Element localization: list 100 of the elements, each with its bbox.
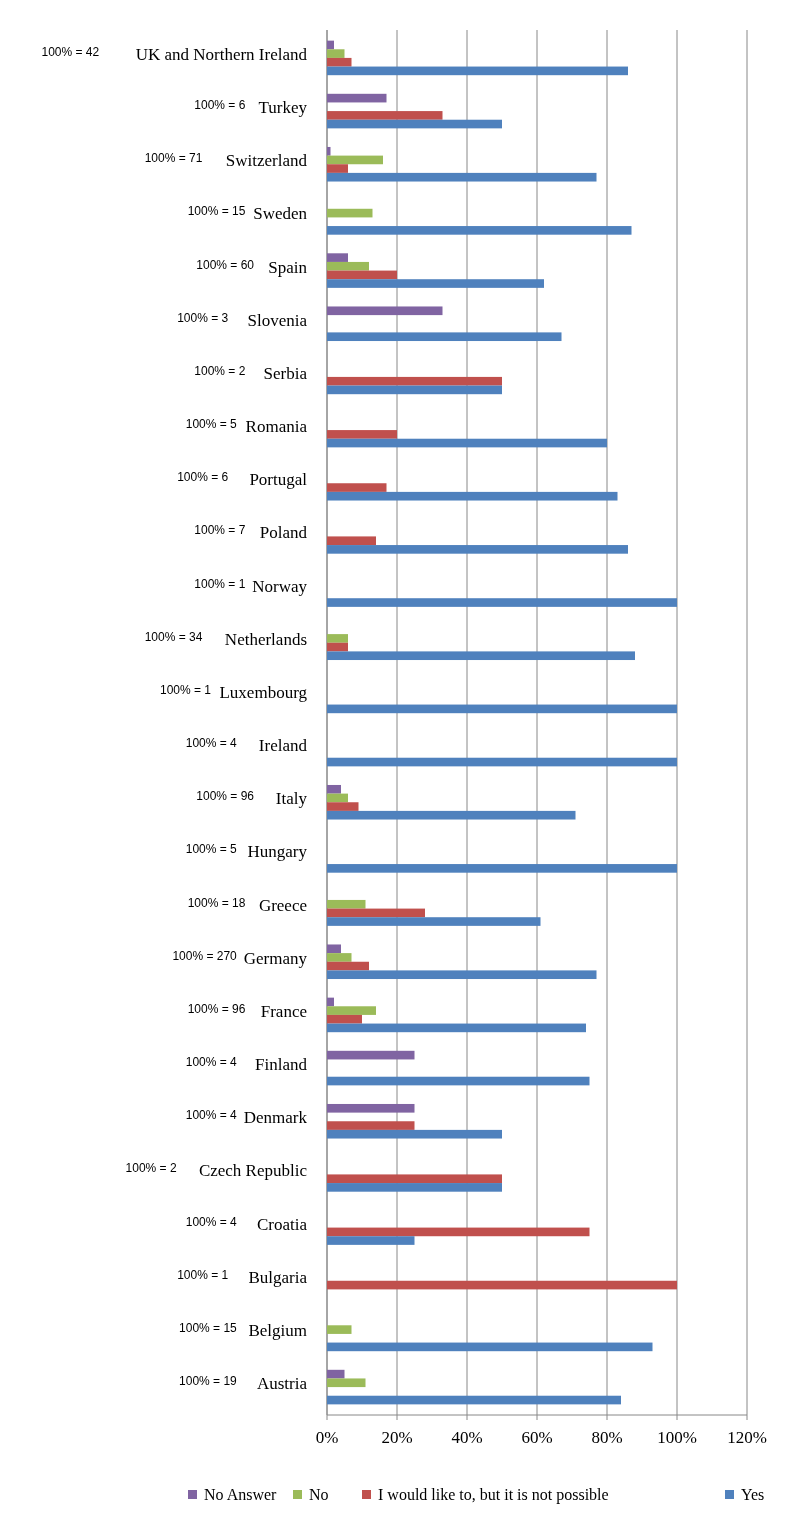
bar bbox=[327, 1369, 345, 1379]
bar bbox=[327, 164, 348, 173]
y-tick-label: Czech Republic bbox=[198, 1161, 308, 1181]
bar bbox=[327, 917, 541, 926]
bar bbox=[327, 111, 443, 120]
y-tick-label: Finland bbox=[255, 1055, 308, 1075]
bar bbox=[327, 784, 341, 794]
y-tick-label: Serbia bbox=[263, 363, 308, 383]
bar bbox=[327, 1395, 621, 1405]
text: 100% = 18 bbox=[187, 895, 246, 910]
y-tick-label: Austria bbox=[256, 1374, 308, 1394]
y-tick-label: Slovenia bbox=[247, 310, 308, 330]
y-tick-label: Croatia bbox=[256, 1214, 308, 1234]
bar bbox=[327, 332, 562, 342]
bar bbox=[327, 1129, 502, 1139]
bar bbox=[327, 93, 387, 103]
text: 100% = 2 bbox=[125, 1161, 177, 1176]
text: 100% = 4 bbox=[185, 1055, 238, 1070]
text: 100% = 5 bbox=[185, 842, 238, 857]
bar bbox=[327, 146, 331, 156]
bar bbox=[327, 793, 348, 803]
bar bbox=[327, 1325, 352, 1334]
y-tick-label: Italy bbox=[275, 789, 308, 809]
bar bbox=[327, 953, 352, 962]
bar bbox=[327, 1014, 362, 1024]
bar bbox=[327, 253, 348, 262]
bar bbox=[327, 119, 502, 129]
text: 100% = 1 bbox=[177, 1267, 229, 1282]
text: 100% = 42 bbox=[41, 44, 100, 59]
text: 100% = 6 bbox=[177, 470, 229, 485]
bar bbox=[327, 651, 635, 661]
y-tick-label: Belgium bbox=[248, 1320, 307, 1340]
bar bbox=[327, 57, 352, 67]
y-tick-label: Sweden bbox=[253, 204, 308, 224]
text: 100% = 7 bbox=[194, 523, 246, 538]
y-tick-label: Portugal bbox=[249, 470, 308, 490]
bar bbox=[327, 306, 443, 316]
bar bbox=[327, 438, 607, 448]
y-tick-label: Turkey bbox=[258, 98, 308, 118]
bar bbox=[327, 704, 677, 714]
bar bbox=[327, 864, 677, 873]
text: 100% = 3 bbox=[177, 310, 229, 325]
bar bbox=[327, 1236, 415, 1245]
x-tick-label: 120% bbox=[727, 1428, 767, 1447]
bar bbox=[327, 1076, 590, 1086]
bar bbox=[327, 279, 544, 288]
bar bbox=[327, 172, 597, 182]
bar bbox=[327, 802, 359, 811]
y-tick-label: UK and Northern Ireland bbox=[135, 44, 308, 64]
legend-label: Yes bbox=[741, 1486, 765, 1503]
text: 100% = 4 bbox=[185, 736, 238, 751]
text: 100% = 4 bbox=[185, 1214, 238, 1229]
y-tick-label: Germany bbox=[243, 948, 308, 968]
text: 100% = 19 bbox=[179, 1374, 238, 1389]
text: 100% = 96 bbox=[187, 1001, 246, 1016]
bar bbox=[327, 1227, 590, 1237]
bar bbox=[327, 757, 677, 767]
bar bbox=[327, 261, 369, 271]
text: 100% = 270 bbox=[172, 948, 238, 963]
bar bbox=[327, 376, 502, 386]
bar bbox=[327, 970, 597, 980]
bar bbox=[327, 598, 677, 607]
y-tick-label: Ireland bbox=[258, 736, 308, 756]
text: 100% = 15 bbox=[179, 1320, 238, 1335]
text: 100% = 34 bbox=[144, 629, 203, 644]
text: 100% = 96 bbox=[196, 789, 255, 804]
bar bbox=[327, 1050, 415, 1060]
legend-label: I would like to, but it is not possible bbox=[378, 1486, 609, 1504]
bar bbox=[327, 66, 628, 76]
bar bbox=[327, 1342, 653, 1352]
y-tick-label: Netherlands bbox=[224, 629, 307, 649]
x-tick-label: 20% bbox=[381, 1428, 413, 1447]
text: 100% = 71 bbox=[144, 151, 203, 166]
y-tick-label: Hungary bbox=[247, 842, 308, 862]
bar bbox=[327, 483, 387, 492]
bar bbox=[327, 1183, 502, 1192]
text: 100% = 2 bbox=[194, 363, 246, 378]
bar bbox=[327, 961, 369, 971]
bar bbox=[327, 155, 383, 165]
text: 100% = 1 bbox=[159, 682, 212, 697]
bar bbox=[327, 810, 576, 820]
y-tick-label: Bulgaria bbox=[248, 1267, 308, 1287]
bar bbox=[327, 270, 397, 280]
bar bbox=[327, 226, 632, 235]
x-tick-label: 80% bbox=[591, 1428, 623, 1447]
bar bbox=[327, 1103, 415, 1113]
x-tick-label: 60% bbox=[521, 1428, 553, 1447]
y-tick-label: France bbox=[260, 1001, 307, 1021]
bar bbox=[327, 1006, 376, 1015]
text: 100% = 15 bbox=[187, 204, 246, 219]
text: 100% = 5 bbox=[185, 417, 238, 432]
x-tick-label: 100% bbox=[657, 1428, 697, 1447]
y-tick-label: Norway bbox=[252, 576, 308, 596]
text: 100% = 60 bbox=[196, 257, 255, 272]
bar bbox=[327, 536, 376, 546]
bar bbox=[327, 1121, 415, 1130]
text: 100% = 6 bbox=[194, 98, 246, 113]
y-tick-label: Luxembourg bbox=[219, 682, 308, 702]
x-tick-label: 40% bbox=[451, 1428, 483, 1447]
bar bbox=[327, 49, 345, 58]
